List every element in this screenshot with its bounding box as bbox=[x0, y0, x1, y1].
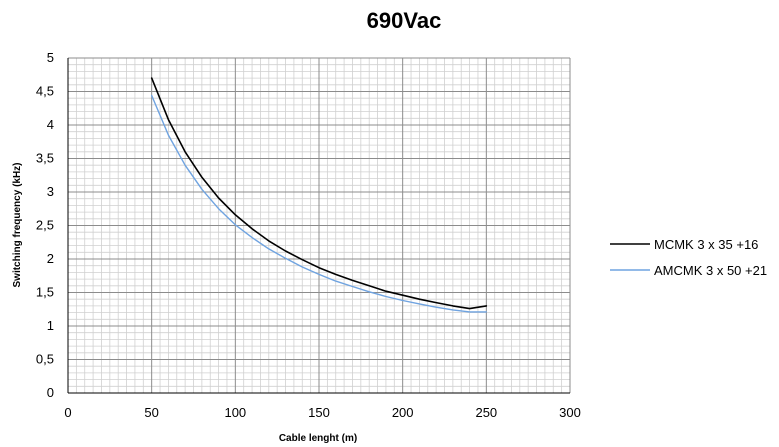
y-tick-label: 0,5 bbox=[36, 352, 54, 367]
x-tick-label: 200 bbox=[392, 405, 414, 420]
y-tick-label: 0 bbox=[47, 385, 54, 400]
legend-label-2: AMCMK 3 x 50 +21 bbox=[654, 263, 767, 278]
y-tick-label: 4,5 bbox=[36, 84, 54, 99]
series-line-2 bbox=[151, 94, 487, 313]
y-tick-label: 2 bbox=[47, 251, 54, 266]
y-tick-label: 1,5 bbox=[36, 285, 54, 300]
chart-title: 690Vac bbox=[367, 8, 442, 33]
grid bbox=[67, 57, 571, 394]
x-tick-label: 100 bbox=[224, 405, 246, 420]
series bbox=[150, 77, 488, 313]
legend: MCMK 3 x 35 +16 AMCMK 3 x 50 +21 bbox=[610, 237, 767, 278]
series-line-1 bbox=[150, 77, 488, 310]
x-tick-label: 0 bbox=[64, 405, 71, 420]
x-tick-label: 300 bbox=[559, 405, 581, 420]
x-tick-label: 50 bbox=[144, 405, 158, 420]
y-tick-label: 3,5 bbox=[36, 151, 54, 166]
x-tick-label: 150 bbox=[308, 405, 330, 420]
tick-labels: 00,511,522,533,544,550 50 100 150 200 250 300 bbox=[36, 50, 581, 420]
y-tick-label: 5 bbox=[47, 50, 54, 65]
y-tick-label: 2,5 bbox=[36, 218, 54, 233]
y-tick-label: 1 bbox=[47, 318, 54, 333]
x-tick-label: 250 bbox=[475, 405, 497, 420]
y-tick-label: 3 bbox=[47, 184, 54, 199]
x-axis-title: Cable lenght (m) bbox=[279, 433, 357, 444]
y-axis-title: Switching frequency (kHz) bbox=[12, 162, 23, 287]
legend-label-1: MCMK 3 x 35 +16 bbox=[654, 237, 758, 252]
y-tick-label: 4 bbox=[47, 117, 54, 132]
axes bbox=[67, 58, 570, 394]
